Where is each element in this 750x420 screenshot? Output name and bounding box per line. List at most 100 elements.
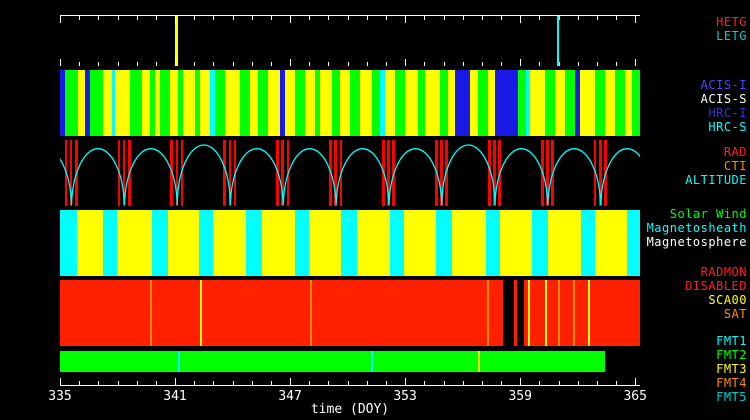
- x-tick-label: 341: [163, 389, 187, 404]
- minor-tick: [539, 16, 541, 20]
- instruments-segment: [214, 70, 226, 136]
- minor-tick: [462, 62, 464, 66]
- x-axis-title: time (DOY): [310, 402, 390, 417]
- instruments-segment: [405, 70, 418, 136]
- radiation-zone-bar: [223, 140, 227, 206]
- instruments-segment: [394, 70, 406, 136]
- minor-tick: [462, 16, 464, 20]
- radiation-zone-bar: [445, 140, 449, 206]
- minor-tick: [117, 16, 119, 20]
- instruments-segment: [518, 70, 526, 136]
- instruments-segment: [155, 70, 161, 136]
- minor-tick: [328, 381, 330, 385]
- radmon-segment: [503, 280, 515, 346]
- instruments-segment: [625, 70, 632, 136]
- radmon-segment: [149, 280, 152, 346]
- instruments-segment: [631, 70, 640, 136]
- minor-tick: [501, 381, 502, 385]
- gratings-segment: [175, 16, 179, 66]
- major-tick: [175, 16, 176, 23]
- instruments-segment: [285, 70, 296, 136]
- minor-tick: [213, 381, 215, 385]
- instruments-segment: [111, 70, 116, 136]
- track-label-hrc-i: HRC-I: [708, 106, 747, 120]
- solarwind-segment: [532, 210, 548, 276]
- minor-tick: [424, 62, 426, 66]
- instruments-segment: [339, 70, 351, 136]
- minor-tick: [539, 62, 541, 66]
- minor-tick: [386, 381, 387, 385]
- track-label-radmon: RADMON: [700, 265, 747, 279]
- radmon-segment: [517, 280, 524, 346]
- minor-tick: [213, 62, 215, 66]
- minor-tick: [79, 381, 81, 385]
- instruments-segment: [209, 70, 215, 136]
- instruments-segment: [448, 70, 455, 136]
- instruments-segment: [115, 70, 130, 136]
- radmon-segment: [557, 280, 560, 346]
- instruments-segment: [454, 70, 470, 136]
- track-label-fmt4: FMT4: [716, 376, 747, 390]
- minor-tick: [596, 62, 598, 66]
- track-label-fmt2: FMT2: [716, 348, 747, 362]
- major-tick: [405, 59, 407, 66]
- radiation-zone-bar: [334, 140, 338, 206]
- track-label-sca00: SCA00: [708, 293, 747, 307]
- minor-tick: [366, 381, 368, 385]
- x-tick-label: 359: [508, 389, 532, 404]
- instruments-segment: [160, 70, 171, 136]
- top-axis-line: [60, 15, 640, 16]
- minor-tick: [309, 381, 311, 385]
- solarwind-segment: [341, 210, 357, 276]
- minor-tick: [577, 62, 579, 66]
- minor-tick: [98, 16, 100, 20]
- minor-tick: [481, 381, 483, 385]
- minor-tick: [79, 16, 81, 20]
- instruments-segment: [319, 70, 333, 136]
- bottom-axis-line: [60, 385, 640, 386]
- minor-tick: [443, 381, 445, 385]
- radiation-zone-bar: [487, 140, 491, 206]
- instruments-segment: [425, 70, 441, 136]
- radiation-zone-bar: [440, 140, 443, 206]
- minor-tick: [155, 62, 157, 66]
- minor-tick: [558, 16, 560, 20]
- instruments-segment: [615, 70, 626, 136]
- minor-tick: [462, 381, 464, 385]
- minor-tick: [424, 16, 426, 20]
- instruments-segment: [380, 70, 385, 136]
- minor-tick: [98, 381, 100, 385]
- instruments-segment: [525, 70, 530, 136]
- major-tick: [635, 378, 637, 385]
- instruments-segment: [280, 70, 286, 136]
- minor-tick: [386, 62, 387, 66]
- radmon-segment: [486, 280, 489, 346]
- track-label-solar-wind: Solar Wind: [669, 207, 747, 221]
- major-tick: [520, 378, 522, 385]
- instruments-segment: [149, 70, 156, 136]
- major-tick: [405, 378, 407, 385]
- instruments-segment: [360, 70, 372, 136]
- track-label-fmt5: FMT5: [716, 390, 747, 404]
- major-tick: [405, 16, 407, 23]
- instruments-segment: [250, 70, 259, 136]
- minor-tick: [136, 62, 138, 66]
- instruments-segment: [305, 70, 315, 136]
- instruments-segment: [555, 70, 566, 136]
- instruments-segment: [78, 70, 85, 136]
- minor-tick: [117, 62, 119, 66]
- plot-area: time (DOY) 335 341 347 353 359 365: [48, 0, 647, 420]
- instruments-segment: [417, 70, 426, 136]
- minor-tick: [443, 16, 445, 20]
- major-tick: [175, 59, 176, 66]
- instruments-segment: [240, 70, 250, 136]
- fmt-segment: [604, 351, 640, 372]
- minor-tick: [194, 381, 196, 385]
- major-tick: [635, 59, 637, 66]
- solarwind-segment: [102, 210, 117, 276]
- radmon-segment: [573, 280, 575, 346]
- minor-tick: [117, 381, 119, 385]
- minor-tick: [616, 62, 617, 66]
- minor-tick: [232, 16, 234, 20]
- instruments-segment: [579, 70, 595, 136]
